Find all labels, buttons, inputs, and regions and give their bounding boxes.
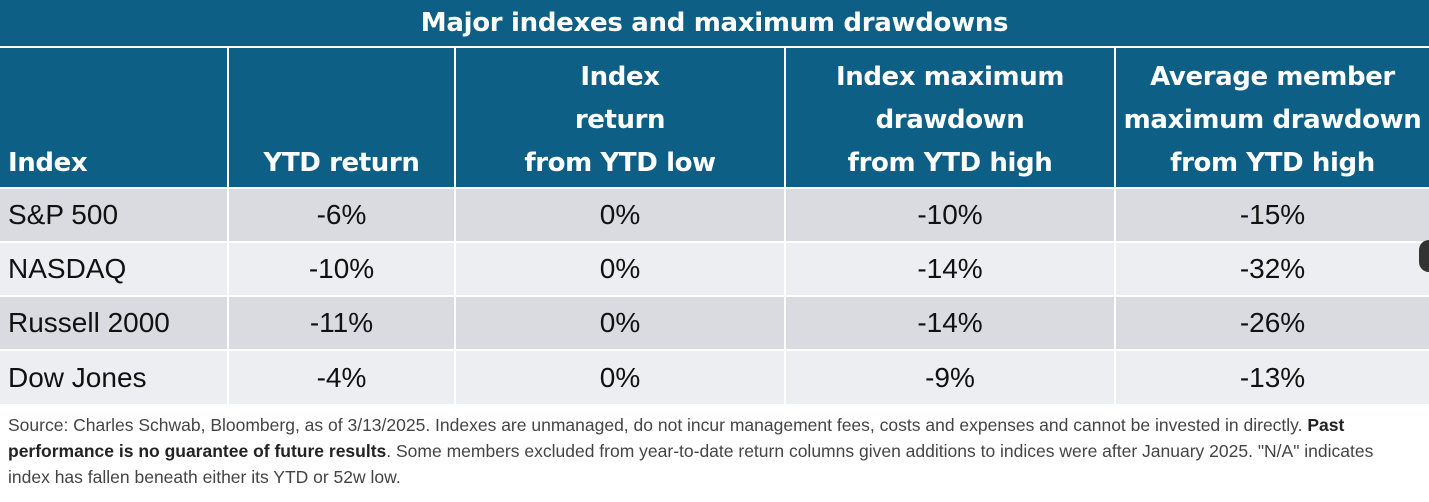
footnote-text-1: Source: Charles Schwab, Bloomberg, as of… bbox=[8, 415, 1308, 435]
table-row: NASDAQ -10% 0% -14% -32% bbox=[0, 241, 1429, 296]
header-ytd-return: YTD return bbox=[227, 48, 455, 188]
cell-ytd-return: -10% bbox=[227, 241, 455, 296]
header-member-drawdown-line-3: from YTD high bbox=[1170, 148, 1375, 178]
cell-return-from-low: 0% bbox=[454, 241, 785, 296]
cell-index-name: S&P 500 bbox=[0, 187, 228, 242]
header-ytd-return-line-1: YTD return bbox=[263, 148, 420, 178]
cell-member-drawdown: -26% bbox=[1114, 295, 1429, 350]
table-row: Dow Jones -4% 0% -9% -13% bbox=[0, 349, 1429, 404]
cell-index-name: NASDAQ bbox=[0, 241, 228, 296]
header-index-drawdown-line-1: Index maximum bbox=[835, 62, 1065, 92]
table-title: Major indexes and maximum drawdowns bbox=[0, 0, 1429, 48]
cell-return-from-low: 0% bbox=[454, 295, 785, 350]
header-index-drawdown-line-2: drawdown bbox=[875, 105, 1025, 135]
footnote-text-2: . Some members excluded from year-to-dat… bbox=[8, 441, 1374, 487]
cell-index-drawdown: -14% bbox=[784, 241, 1115, 296]
cell-member-drawdown: -15% bbox=[1114, 187, 1429, 242]
cell-ytd-return: -4% bbox=[227, 349, 455, 404]
header-index-line-1: Index bbox=[8, 148, 88, 178]
header-index-return-line-2: return bbox=[574, 105, 666, 135]
table-row: S&P 500 -6% 0% -10% -15% bbox=[0, 187, 1429, 242]
cell-return-from-low: 0% bbox=[454, 349, 785, 404]
cell-member-drawdown: -13% bbox=[1114, 349, 1429, 404]
drawdown-table-container: Major indexes and maximum drawdowns Inde… bbox=[0, 0, 1429, 404]
header-index-return-line-1: Index bbox=[580, 62, 660, 92]
header-index-drawdown-line-3: from YTD high bbox=[847, 148, 1053, 178]
header-index: Index bbox=[0, 48, 228, 188]
cell-return-from-low: 0% bbox=[454, 187, 785, 242]
cell-member-drawdown: -32% bbox=[1114, 241, 1429, 296]
cell-index-drawdown: -14% bbox=[784, 295, 1115, 350]
footnote-disclaimer-bold: Past performance is no guarantee of futu… bbox=[8, 415, 1345, 461]
header-index-return-line-3: from YTD low bbox=[524, 148, 716, 178]
cell-ytd-return: -11% bbox=[227, 295, 455, 350]
cell-index-name: Russell 2000 bbox=[0, 295, 228, 350]
header-index-max-drawdown: Index maximum drawdown from YTD high bbox=[784, 48, 1115, 188]
header-index-return-from-ytd-low: Index return from YTD low bbox=[454, 48, 785, 188]
table-row: Russell 2000 -11% 0% -14% -26% bbox=[0, 295, 1429, 350]
cell-index-name: Dow Jones bbox=[0, 349, 228, 404]
drawdown-table: Index YTD return Index return from YTD l… bbox=[0, 48, 1429, 404]
scroll-handle[interactable] bbox=[1419, 240, 1429, 272]
header-member-drawdown-line-2: maximum drawdown bbox=[1123, 105, 1422, 135]
source-footnote: Source: Charles Schwab, Bloomberg, as of… bbox=[8, 412, 1408, 490]
header-average-member-max-drawdown: Average member maximum drawdown from YTD… bbox=[1114, 48, 1429, 188]
cell-index-drawdown: -9% bbox=[784, 349, 1115, 404]
table-header-row: Index YTD return Index return from YTD l… bbox=[0, 48, 1429, 188]
header-member-drawdown-line-1: Average member bbox=[1150, 62, 1395, 92]
cell-ytd-return: -6% bbox=[227, 187, 455, 242]
cell-index-drawdown: -10% bbox=[784, 187, 1115, 242]
